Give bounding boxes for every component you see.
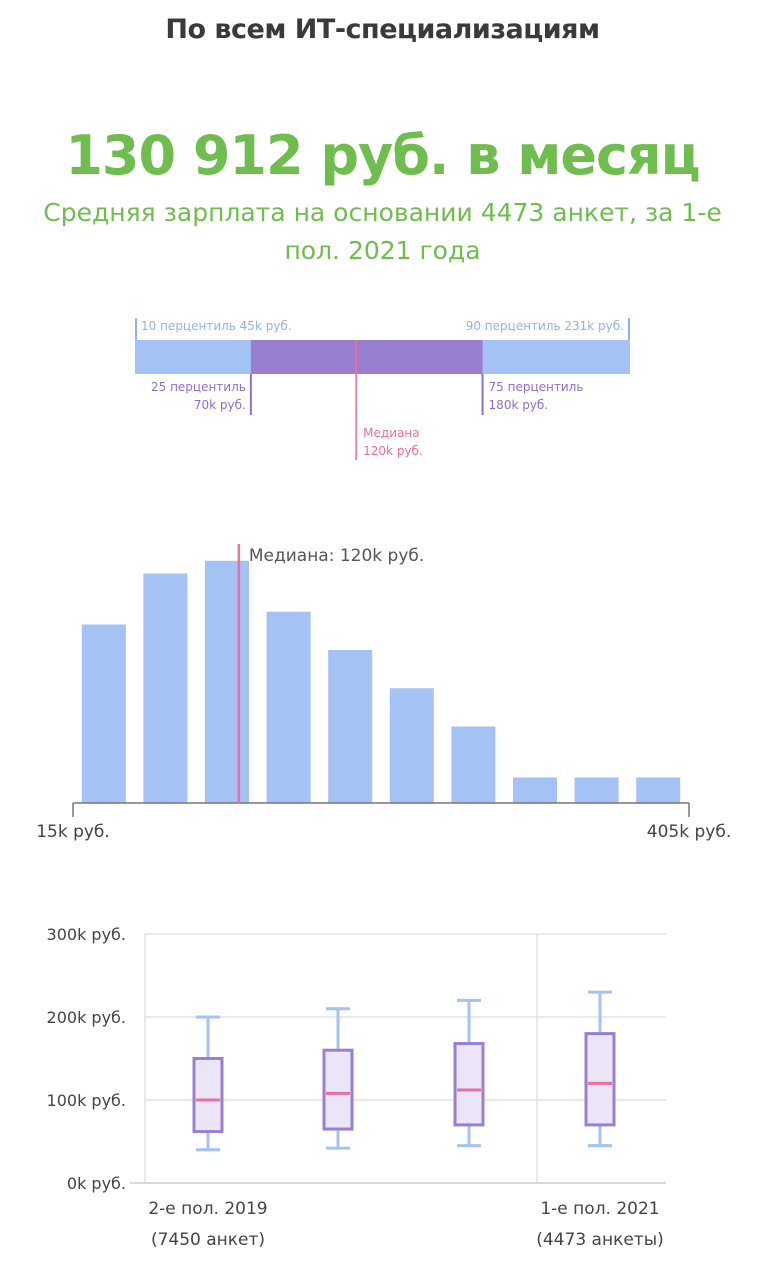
histogram-bar (143, 573, 188, 803)
histogram-bar (451, 726, 496, 803)
y-tick-label: 300k руб. (47, 925, 126, 944)
median-value: 120k руб. (363, 444, 423, 458)
box-iqr (322, 1048, 354, 1131)
x-min-label: 15k руб. (36, 822, 110, 842)
histogram-bar (328, 650, 373, 803)
percentile-chart: 10 перцентиль 45k руб. 90 перцентиль 231k… (135, 318, 630, 460)
histogram-bar (513, 777, 557, 803)
x-label-first-line2: (7450 анкет) (151, 1230, 265, 1250)
average-salary: 130 912 руб. в месяц (65, 124, 700, 187)
box-iqr (453, 1042, 485, 1127)
salary-subtitle: Средняя зарплата на основании 4473 анкет… (43, 198, 722, 265)
x-max-label: 405k руб. (647, 822, 731, 842)
p25-label: 25 перцентиль (151, 380, 246, 394)
histogram-bar (636, 777, 681, 803)
histogram-bar (205, 560, 249, 803)
histogram-bar (389, 688, 434, 803)
percentile-range-25-75 (250, 340, 483, 374)
histogram-bar (81, 624, 126, 803)
p10-label: 10 перцентиль 45k руб. (141, 319, 292, 333)
histogram-bar (574, 777, 619, 803)
x-label-last-line2: (4473 анкеты) (536, 1230, 664, 1250)
y-tick-label: 0k руб. (67, 1174, 126, 1193)
p90-label: 90 перцентиль 231k руб. (466, 319, 624, 333)
box-iqr (584, 1032, 616, 1127)
p75-label: 75 перцентиль (489, 380, 584, 394)
median-label: Медиана (363, 426, 419, 440)
page-title: По всем ИТ-специализациям (165, 14, 600, 45)
histogram-bar (266, 611, 311, 803)
y-tick-label: 100k руб. (47, 1091, 126, 1110)
p25-value: 70k руб. (194, 398, 246, 412)
salary-histogram: 15k руб. 405k руб. Медиана: 120k руб. (36, 544, 731, 842)
p75-value: 180k руб. (489, 398, 549, 412)
box-iqr (192, 1057, 224, 1134)
histogram-median-label: Медиана: 120k руб. (249, 546, 424, 566)
salary-boxplot: 0k руб. 100k руб. 200k руб. 300k руб. 2-е по… (47, 925, 666, 1250)
y-tick-label: 200k руб. (47, 1008, 126, 1027)
x-label-last-line1: 1-е пол. 2021 (540, 1199, 659, 1219)
x-label-first-line1: 2-е пол. 2019 (148, 1199, 267, 1219)
